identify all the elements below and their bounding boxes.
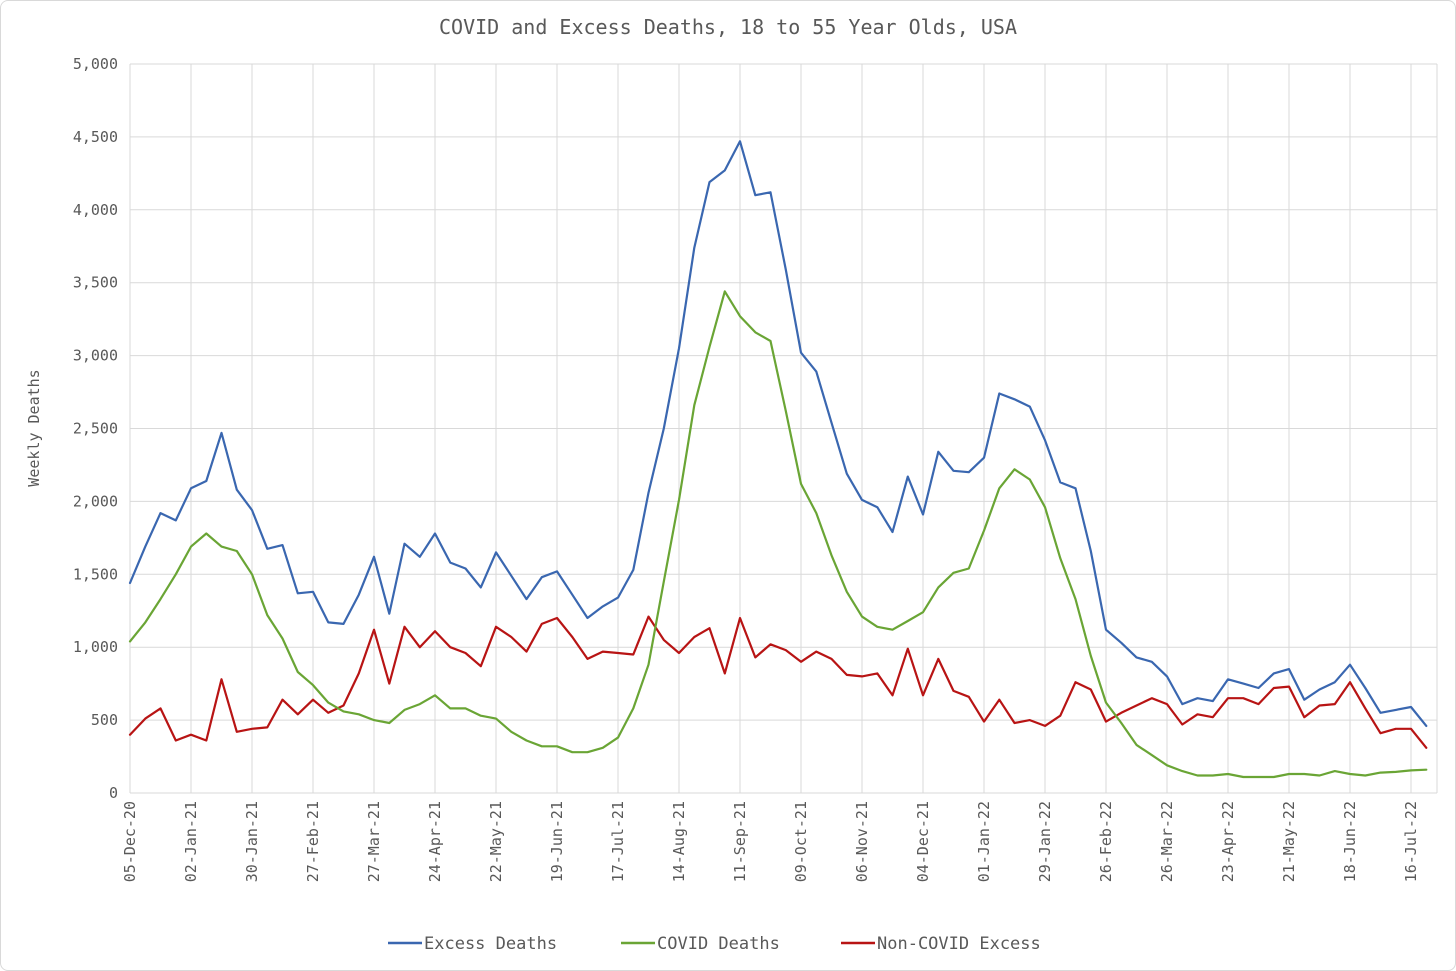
y-tick-label: 3,500 (73, 274, 118, 292)
x-tick-label: 11-Sep-21 (731, 801, 749, 882)
x-tick-label: 27-Feb-21 (304, 801, 322, 882)
series-lines (128, 140, 1428, 779)
series-line-excess-deaths (128, 140, 1428, 728)
legend: Excess Deaths COVID Deaths Non-COVID Exces… (388, 934, 1041, 954)
y-tick-label: 4,000 (73, 201, 118, 219)
x-tick-label: 26-Mar-22 (1158, 801, 1176, 882)
legend-label: Excess Deaths (424, 934, 557, 954)
y-tick-label: 500 (91, 711, 118, 729)
x-tick-label: 26-Feb-22 (1097, 801, 1115, 882)
y-tick-label: 1,000 (73, 638, 118, 656)
x-tick-label: 02-Jan-21 (182, 801, 200, 882)
y-tick-label: 5,000 (73, 55, 118, 73)
series-line-covid-deaths (128, 290, 1428, 779)
x-tick-label: 04-Dec-21 (914, 801, 932, 882)
x-tick-label: 16-Jul-22 (1402, 801, 1420, 882)
y-tick-label: 0 (109, 784, 118, 802)
x-tick-label: 24-Apr-21 (426, 801, 444, 882)
series-line-non-covid-excess (128, 615, 1428, 749)
x-tick-label: 23-Apr-22 (1219, 801, 1237, 882)
x-tick-label: 18-Jun-22 (1341, 801, 1359, 882)
x-tick-label: 27-Mar-21 (365, 801, 383, 882)
x-tick-label: 29-Jan-22 (1036, 801, 1054, 882)
y-tick-label: 4,500 (73, 128, 118, 146)
y-gridlines (130, 63, 1437, 794)
x-tick-label: 14-Aug-21 (670, 801, 688, 882)
x-tick-label: 21-May-22 (1280, 801, 1298, 882)
x-tick-label: 06-Nov-21 (853, 801, 871, 882)
y-axis-label: Weekly Deaths (25, 369, 43, 486)
y-tick-labels: 0 500 1,000 1,500 2,000 2,500 3,000 3,500 4,000 4… (73, 55, 118, 802)
legend-label: Non-COVID Excess (877, 934, 1041, 954)
y-tick-label: 2,500 (73, 420, 118, 438)
x-gridlines (129, 64, 1438, 793)
y-tick-label: 3,000 (73, 347, 118, 365)
x-tick-label: 01-Jan-22 (975, 801, 993, 882)
y-tick-label: 1,500 (73, 565, 118, 583)
x-tick-label: 22-May-21 (487, 801, 505, 882)
x-tick-label: 30-Jan-21 (243, 801, 261, 882)
legend-label: COVID Deaths (657, 934, 780, 954)
x-tick-label: 09-Oct-21 (792, 801, 810, 882)
x-tick-label: 19-Jun-21 (548, 801, 566, 882)
y-tick-label: 2,000 (73, 492, 118, 510)
chart-title: COVID and Excess Deaths, 18 to 55 Year O… (439, 15, 1017, 39)
x-tick-label: 17-Jul-21 (609, 801, 627, 882)
x-tick-label: 05-Dec-20 (121, 801, 139, 882)
x-tick-labels: 05-Dec-20 02-Jan-21 30-Jan-21 27-Feb-21 27-M… (121, 801, 1420, 882)
